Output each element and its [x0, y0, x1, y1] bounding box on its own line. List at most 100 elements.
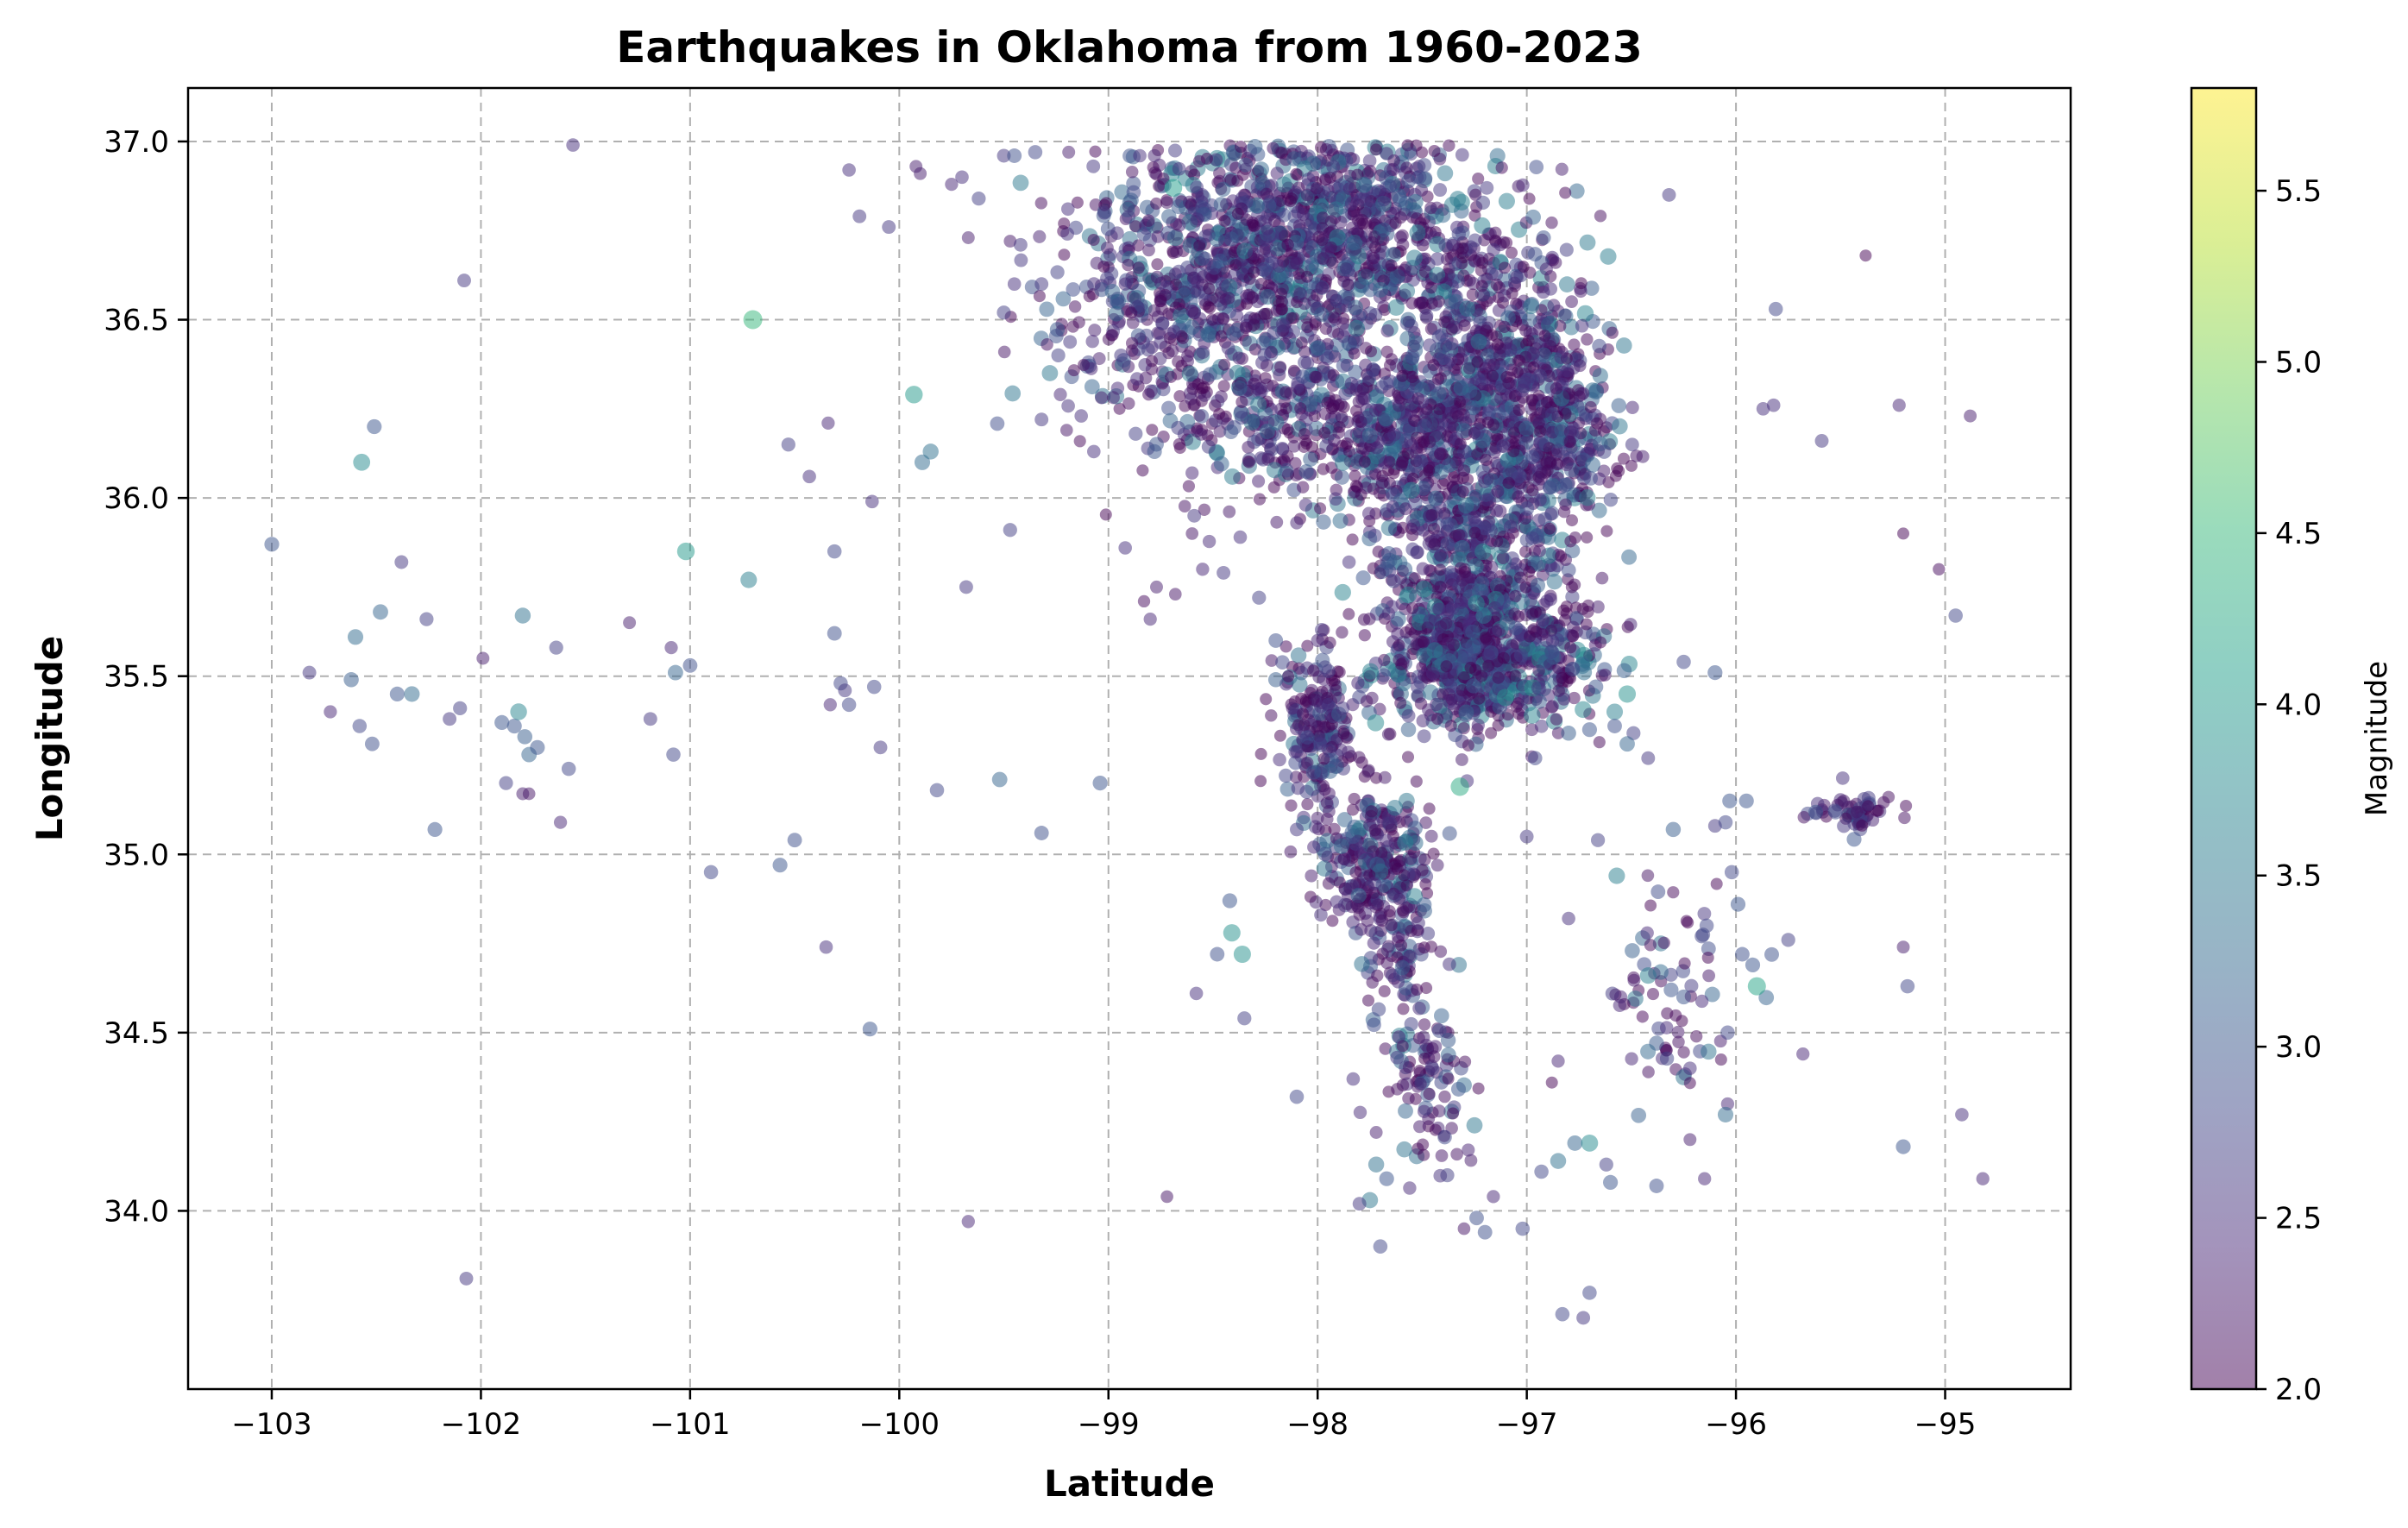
earthquake-point: [1169, 267, 1182, 280]
earthquake-point: [1248, 220, 1261, 232]
earthquake-point: [1039, 301, 1054, 317]
earthquake-point: [1362, 507, 1375, 520]
earthquake-point: [1631, 1108, 1646, 1123]
earthquake-point: [1396, 230, 1409, 242]
earthquake-point: [1202, 440, 1216, 454]
earthquake-point: [1468, 233, 1482, 247]
earthquake-point: [1612, 418, 1628, 435]
earthquake-point: [1243, 273, 1255, 285]
earthquake-point: [1525, 531, 1539, 545]
earthquake-point: [1432, 374, 1444, 386]
earthquake-point: [1311, 695, 1323, 707]
earthquake-point: [1107, 391, 1120, 404]
earthquake-point: [1405, 852, 1418, 865]
earthquake-point: [1379, 771, 1392, 784]
earthquake-point: [1418, 436, 1430, 448]
earthquake-point: [1137, 227, 1152, 242]
earthquake-point: [1089, 146, 1101, 158]
earthquake-point: [1376, 223, 1391, 237]
earthquake-point: [1224, 468, 1241, 485]
earthquake-point: [1399, 283, 1415, 299]
earthquake-point: [1386, 500, 1399, 513]
earthquake-point: [1359, 456, 1371, 468]
earthquake-point: [1014, 254, 1028, 267]
earthquake-point: [1412, 393, 1425, 406]
earthquake-point: [1428, 1050, 1441, 1063]
earthquake-point: [1166, 344, 1179, 357]
earthquake-point: [1428, 523, 1440, 535]
earthquake-point: [1214, 456, 1229, 472]
earthquake-point: [1168, 143, 1182, 157]
earthquake-point: [1367, 1017, 1381, 1032]
earthquake-point: [1403, 1181, 1416, 1194]
earthquake-point: [1491, 535, 1503, 547]
earthquake-point: [1503, 477, 1515, 489]
earthquake-point: [1411, 1142, 1424, 1154]
earthquake-point: [1393, 855, 1405, 867]
earthquake-point: [1599, 669, 1612, 682]
earthquake-point: [1425, 281, 1437, 293]
earthquake-point: [1365, 345, 1377, 357]
earthquake-point: [1425, 830, 1438, 843]
earthquake-point: [1290, 745, 1303, 758]
earthquake-point: [1279, 386, 1292, 398]
earthquake-point: [1711, 878, 1723, 890]
earthquake-point: [1366, 805, 1378, 817]
earthquake-point: [1247, 291, 1259, 303]
earthquake-point: [1650, 884, 1665, 899]
earthquake-point: [1424, 802, 1436, 814]
earthquake-point: [1545, 217, 1557, 229]
earthquake-point: [1343, 182, 1356, 195]
earthquake-point: [1226, 326, 1241, 341]
earthquake-point: [1435, 620, 1448, 633]
earthquake-point: [1203, 535, 1216, 548]
earthquake-point: [1684, 1077, 1696, 1089]
earthquake-point: [1354, 956, 1369, 972]
earthquake-point: [1359, 359, 1372, 372]
earthquake-point: [1429, 430, 1442, 443]
earthquake-point: [1428, 847, 1440, 859]
earthquake-point: [1764, 947, 1779, 962]
earthquake-point: [1407, 519, 1420, 531]
earthquake-point: [1381, 520, 1398, 537]
earthquake-point: [1568, 338, 1580, 350]
earthquake-point: [1316, 281, 1329, 294]
earthquake-point: [1243, 456, 1255, 468]
earthquake-point: [1223, 424, 1238, 439]
earthquake-point: [1095, 392, 1108, 405]
earthquake-point: [1150, 198, 1162, 210]
earthquake-point: [1183, 196, 1196, 209]
earthquake-point: [1203, 282, 1215, 294]
earthquake-point: [1285, 799, 1297, 811]
earthquake-point: [1252, 475, 1265, 487]
earthquake-point: [1715, 1053, 1727, 1066]
earthquake-point: [1140, 372, 1153, 385]
earthquake-point: [1507, 445, 1519, 457]
earthquake-point: [1153, 180, 1165, 192]
earthquake-point: [1196, 345, 1210, 359]
earthquake-point: [1581, 618, 1593, 630]
earthquake-point: [1417, 419, 1431, 434]
earthquake-point: [1379, 456, 1392, 468]
earthquake-point: [1559, 276, 1575, 292]
earthquake-point: [1370, 442, 1383, 455]
earthquake-point: [1491, 279, 1503, 291]
earthquake-point: [1261, 198, 1276, 213]
earthquake-point: [1418, 1105, 1430, 1118]
earthquake-point: [1222, 341, 1235, 355]
earthquake-point: [1381, 546, 1396, 561]
earthquake-point: [1351, 900, 1364, 913]
earthquake-point: [1361, 695, 1374, 707]
earthquake-point: [1546, 700, 1559, 713]
earthquake-point: [1380, 147, 1393, 160]
earthquake-point: [1146, 424, 1158, 436]
earthquake-point: [1594, 210, 1606, 222]
earthquake-point: [1625, 401, 1638, 414]
earthquake-point: [1317, 463, 1330, 475]
earthquake-point: [1189, 399, 1201, 411]
earthquake-point: [1418, 941, 1430, 953]
earthquake-point: [1218, 215, 1230, 227]
earthquake-point: [1213, 408, 1225, 420]
earthquake-point: [1544, 593, 1557, 606]
earthquake-point: [1452, 227, 1466, 241]
